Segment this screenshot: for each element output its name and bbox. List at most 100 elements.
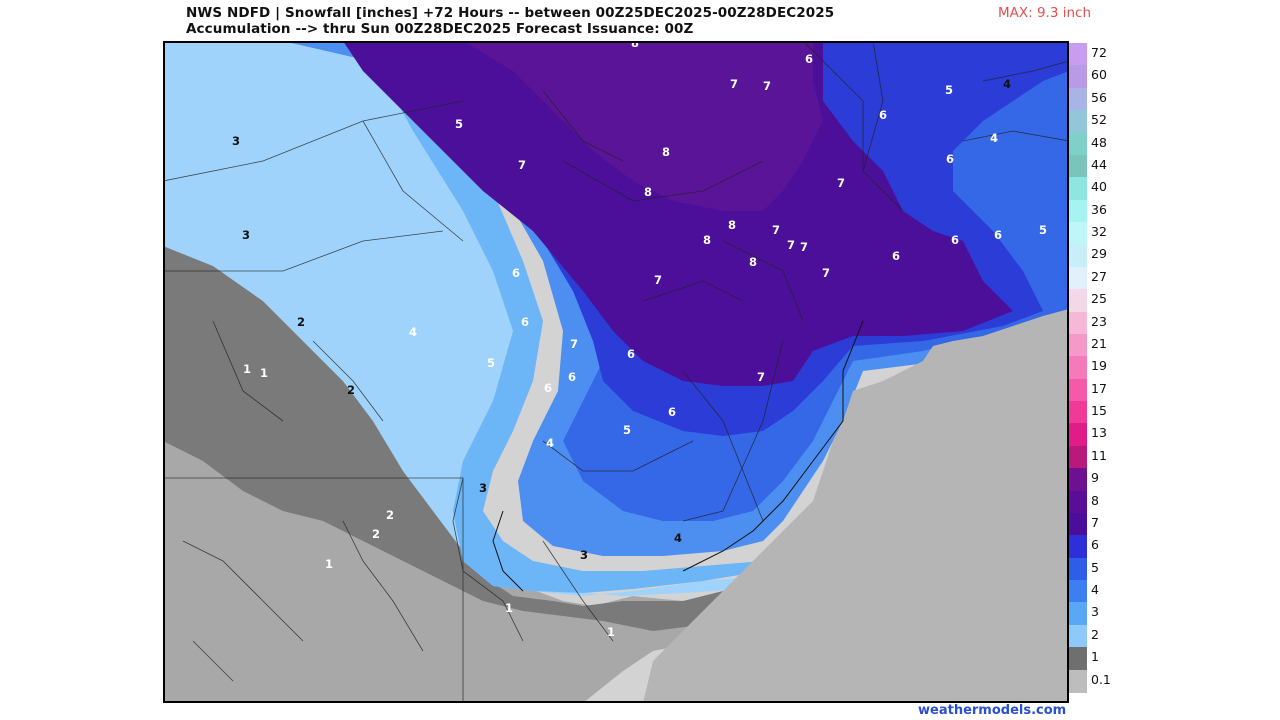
contour-label: 7: [654, 273, 662, 287]
contour-label: 8: [728, 218, 736, 232]
colorbar-swatch: [1069, 132, 1087, 156]
contour-label: 5: [1039, 223, 1047, 237]
contour-label: 8: [749, 255, 757, 269]
contour-label: 7: [730, 77, 738, 91]
contour-label: 5: [455, 117, 463, 131]
max-snowfall-label: MAX: 9.3 inch: [998, 5, 1092, 21]
contour-label: 3: [580, 548, 588, 562]
contour-label: 1: [505, 601, 513, 615]
colorbar-level-label: 7: [1091, 514, 1099, 530]
colorbar-swatch: [1069, 624, 1087, 648]
colorbar-swatch: [1069, 43, 1087, 66]
zone-3: [363, 42, 783, 593]
contour-label: 6: [946, 152, 954, 166]
contour-label: 8: [662, 145, 670, 159]
colorbar-swatch: [1069, 177, 1087, 201]
colorbar-level-label: 15: [1091, 403, 1107, 419]
colorbar-swatch: [1069, 468, 1087, 492]
contour-label: 6: [512, 266, 520, 280]
colorbar-swatch: [1069, 669, 1087, 693]
snowfall-map: 8 6 7 7 5 4 5 6 4 6 3 7 8 8 7 3 8 8 7 7 …: [163, 41, 1069, 703]
contour-label: 2: [386, 508, 394, 522]
contour-label: 1: [260, 366, 268, 380]
colorbar-level-label: 19: [1091, 358, 1107, 374]
contour-label: 7: [800, 240, 808, 254]
colorbar-swatch: [1069, 602, 1087, 626]
colorbar-level-label: 6: [1091, 537, 1099, 553]
colorbar-swatch: [1069, 512, 1087, 536]
colorbar-level-label: 40: [1091, 179, 1107, 195]
contour-label: 4: [409, 325, 417, 339]
colorbar-swatch: [1069, 311, 1087, 335]
contour-label: 7: [822, 266, 830, 280]
colorbar-swatch: [1069, 333, 1087, 357]
colorbar-level-label: 0.1: [1091, 671, 1111, 687]
coastline: [492, 320, 864, 592]
colorbar-level-label: 60: [1091, 67, 1107, 83]
contour-label: 4: [674, 531, 682, 545]
contour-label: 2: [297, 315, 305, 329]
colorbar-swatch: [1069, 110, 1087, 134]
colorbar-level-label: 9: [1091, 470, 1099, 486]
contour-label: 6: [805, 52, 813, 66]
colorbar-level-label: 5: [1091, 559, 1099, 575]
contour-label: 4: [1003, 77, 1011, 91]
colorbar-level-label: 44: [1091, 156, 1107, 172]
county-borders: [164, 42, 1068, 702]
colorbar-level-label: 72: [1091, 45, 1107, 60]
contour-label: 6: [668, 405, 676, 419]
colorbar-level-label: 27: [1091, 268, 1107, 284]
contour-label: 8: [644, 185, 652, 199]
map-frame: [163, 41, 1069, 703]
contour-label: 5: [623, 423, 631, 437]
map-title-line-2: Accumulation --> thru Sun 00Z28DEC2025 F…: [186, 21, 694, 37]
contour-label: 6: [994, 228, 1002, 242]
contour-label: 7: [757, 370, 765, 384]
zone-1: [164, 241, 803, 702]
contour-label: 4: [546, 436, 554, 450]
colorbar-level-label: 3: [1091, 604, 1099, 620]
contour-label: 7: [772, 223, 780, 237]
colorbar-level-label: 8: [1091, 492, 1099, 508]
map-title-line-1: NWS NDFD | Snowfall [inches] +72 Hours -…: [186, 5, 835, 21]
colorbar-swatch: [1069, 490, 1087, 514]
colorbar-level-label: 48: [1091, 134, 1107, 150]
colorbar-level-label: 36: [1091, 201, 1107, 217]
contour-label: 5: [487, 356, 495, 370]
colorbar-swatch: [1069, 244, 1087, 268]
colorbar-swatch: [1069, 222, 1087, 245]
colorbar-swatch: [1069, 647, 1087, 671]
contour-label: 7: [787, 238, 795, 252]
contour-label: 3: [242, 228, 250, 242]
contour-label: 1: [325, 557, 333, 571]
colorbar-swatch: [1069, 535, 1087, 559]
colorbar-swatch: [1069, 557, 1087, 581]
colorbar-level-label: 29: [1091, 246, 1107, 262]
contour-label: 6: [521, 315, 529, 329]
ocean: [643, 309, 1068, 702]
colorbar-swatch: [1069, 445, 1087, 469]
zone-8: [464, 42, 823, 211]
zone-2-3: [164, 42, 763, 596]
contour-label: 3: [232, 134, 240, 148]
contour-label: 4: [990, 131, 998, 145]
colorbar-level-label: 1: [1091, 649, 1099, 665]
colorbar-swatch: [1069, 199, 1087, 223]
contour-label: 2: [347, 383, 355, 397]
contour-label: 3: [479, 481, 487, 495]
contour-label: 6: [879, 108, 887, 122]
contour-label: 1: [607, 625, 615, 639]
colorbar-level-label: 17: [1091, 380, 1107, 396]
colorbar-level-label: 23: [1091, 313, 1107, 329]
colorbar-level-label: 2: [1091, 626, 1099, 642]
contour-labels: 8 6 7 7 5 4 5 6 4 6 3 7 8 8 7 3 8 8 7 7 …: [232, 42, 1047, 639]
contour-label: 7: [837, 176, 845, 190]
credit-label[interactable]: weathermodels.com: [918, 703, 1067, 718]
contour-label: 7: [518, 158, 526, 172]
contour-label: 2: [372, 527, 380, 541]
contour-label: 7: [763, 79, 771, 93]
colorbar-swatch: [1069, 65, 1087, 89]
colorbar-level-label: 21: [1091, 335, 1107, 351]
colorbar-swatch: [1069, 580, 1087, 604]
colorbar-swatch: [1069, 154, 1087, 178]
